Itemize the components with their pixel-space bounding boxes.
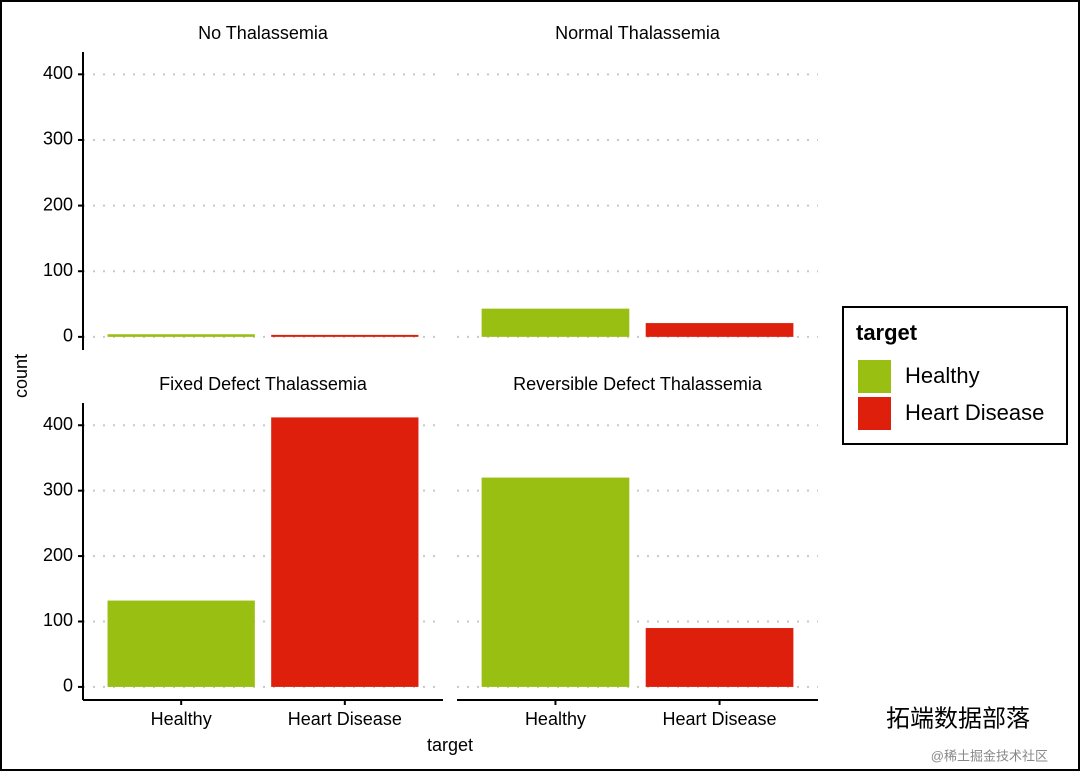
bar bbox=[107, 334, 255, 337]
bar bbox=[645, 323, 794, 337]
x-axis-title: target bbox=[427, 735, 473, 755]
bar bbox=[645, 628, 794, 687]
y-tick-label: 400 bbox=[43, 63, 73, 83]
facet-title: No Thalassemia bbox=[198, 23, 329, 43]
y-tick-label: 200 bbox=[43, 545, 73, 565]
bar bbox=[271, 417, 419, 687]
y-tick-label: 100 bbox=[43, 260, 73, 280]
legend-label: Healthy bbox=[905, 363, 980, 388]
y-tick-label: 300 bbox=[43, 479, 73, 499]
watermark: 拓端数据部落 bbox=[886, 705, 1030, 732]
legend-label: Heart Disease bbox=[905, 400, 1044, 425]
y-tick-label: 400 bbox=[43, 414, 73, 434]
facet-title: Fixed Defect Thalassemia bbox=[159, 374, 368, 394]
y-tick-label: 300 bbox=[43, 129, 73, 149]
y-axis-title: count bbox=[11, 354, 31, 398]
bar bbox=[271, 334, 419, 337]
facet-title: Reversible Defect Thalassemia bbox=[513, 374, 763, 394]
x-tick-label: Healthy bbox=[151, 709, 212, 729]
bar bbox=[481, 308, 630, 337]
y-tick-label: 100 bbox=[43, 610, 73, 630]
x-tick-label: Healthy bbox=[525, 709, 586, 729]
x-tick-label: Heart Disease bbox=[288, 709, 402, 729]
y-tick-label: 0 bbox=[63, 326, 73, 346]
legend-key bbox=[858, 360, 891, 393]
facet-title: Normal Thalassemia bbox=[555, 23, 721, 43]
y-tick-label: 0 bbox=[63, 676, 73, 696]
legend-title: target bbox=[856, 320, 918, 345]
y-tick-label: 200 bbox=[43, 194, 73, 214]
watermark: @稀土掘金技术社区 bbox=[931, 748, 1048, 763]
bar bbox=[107, 600, 255, 687]
legend-key bbox=[858, 397, 891, 430]
bar bbox=[481, 477, 630, 687]
x-tick-label: Heart Disease bbox=[663, 709, 777, 729]
